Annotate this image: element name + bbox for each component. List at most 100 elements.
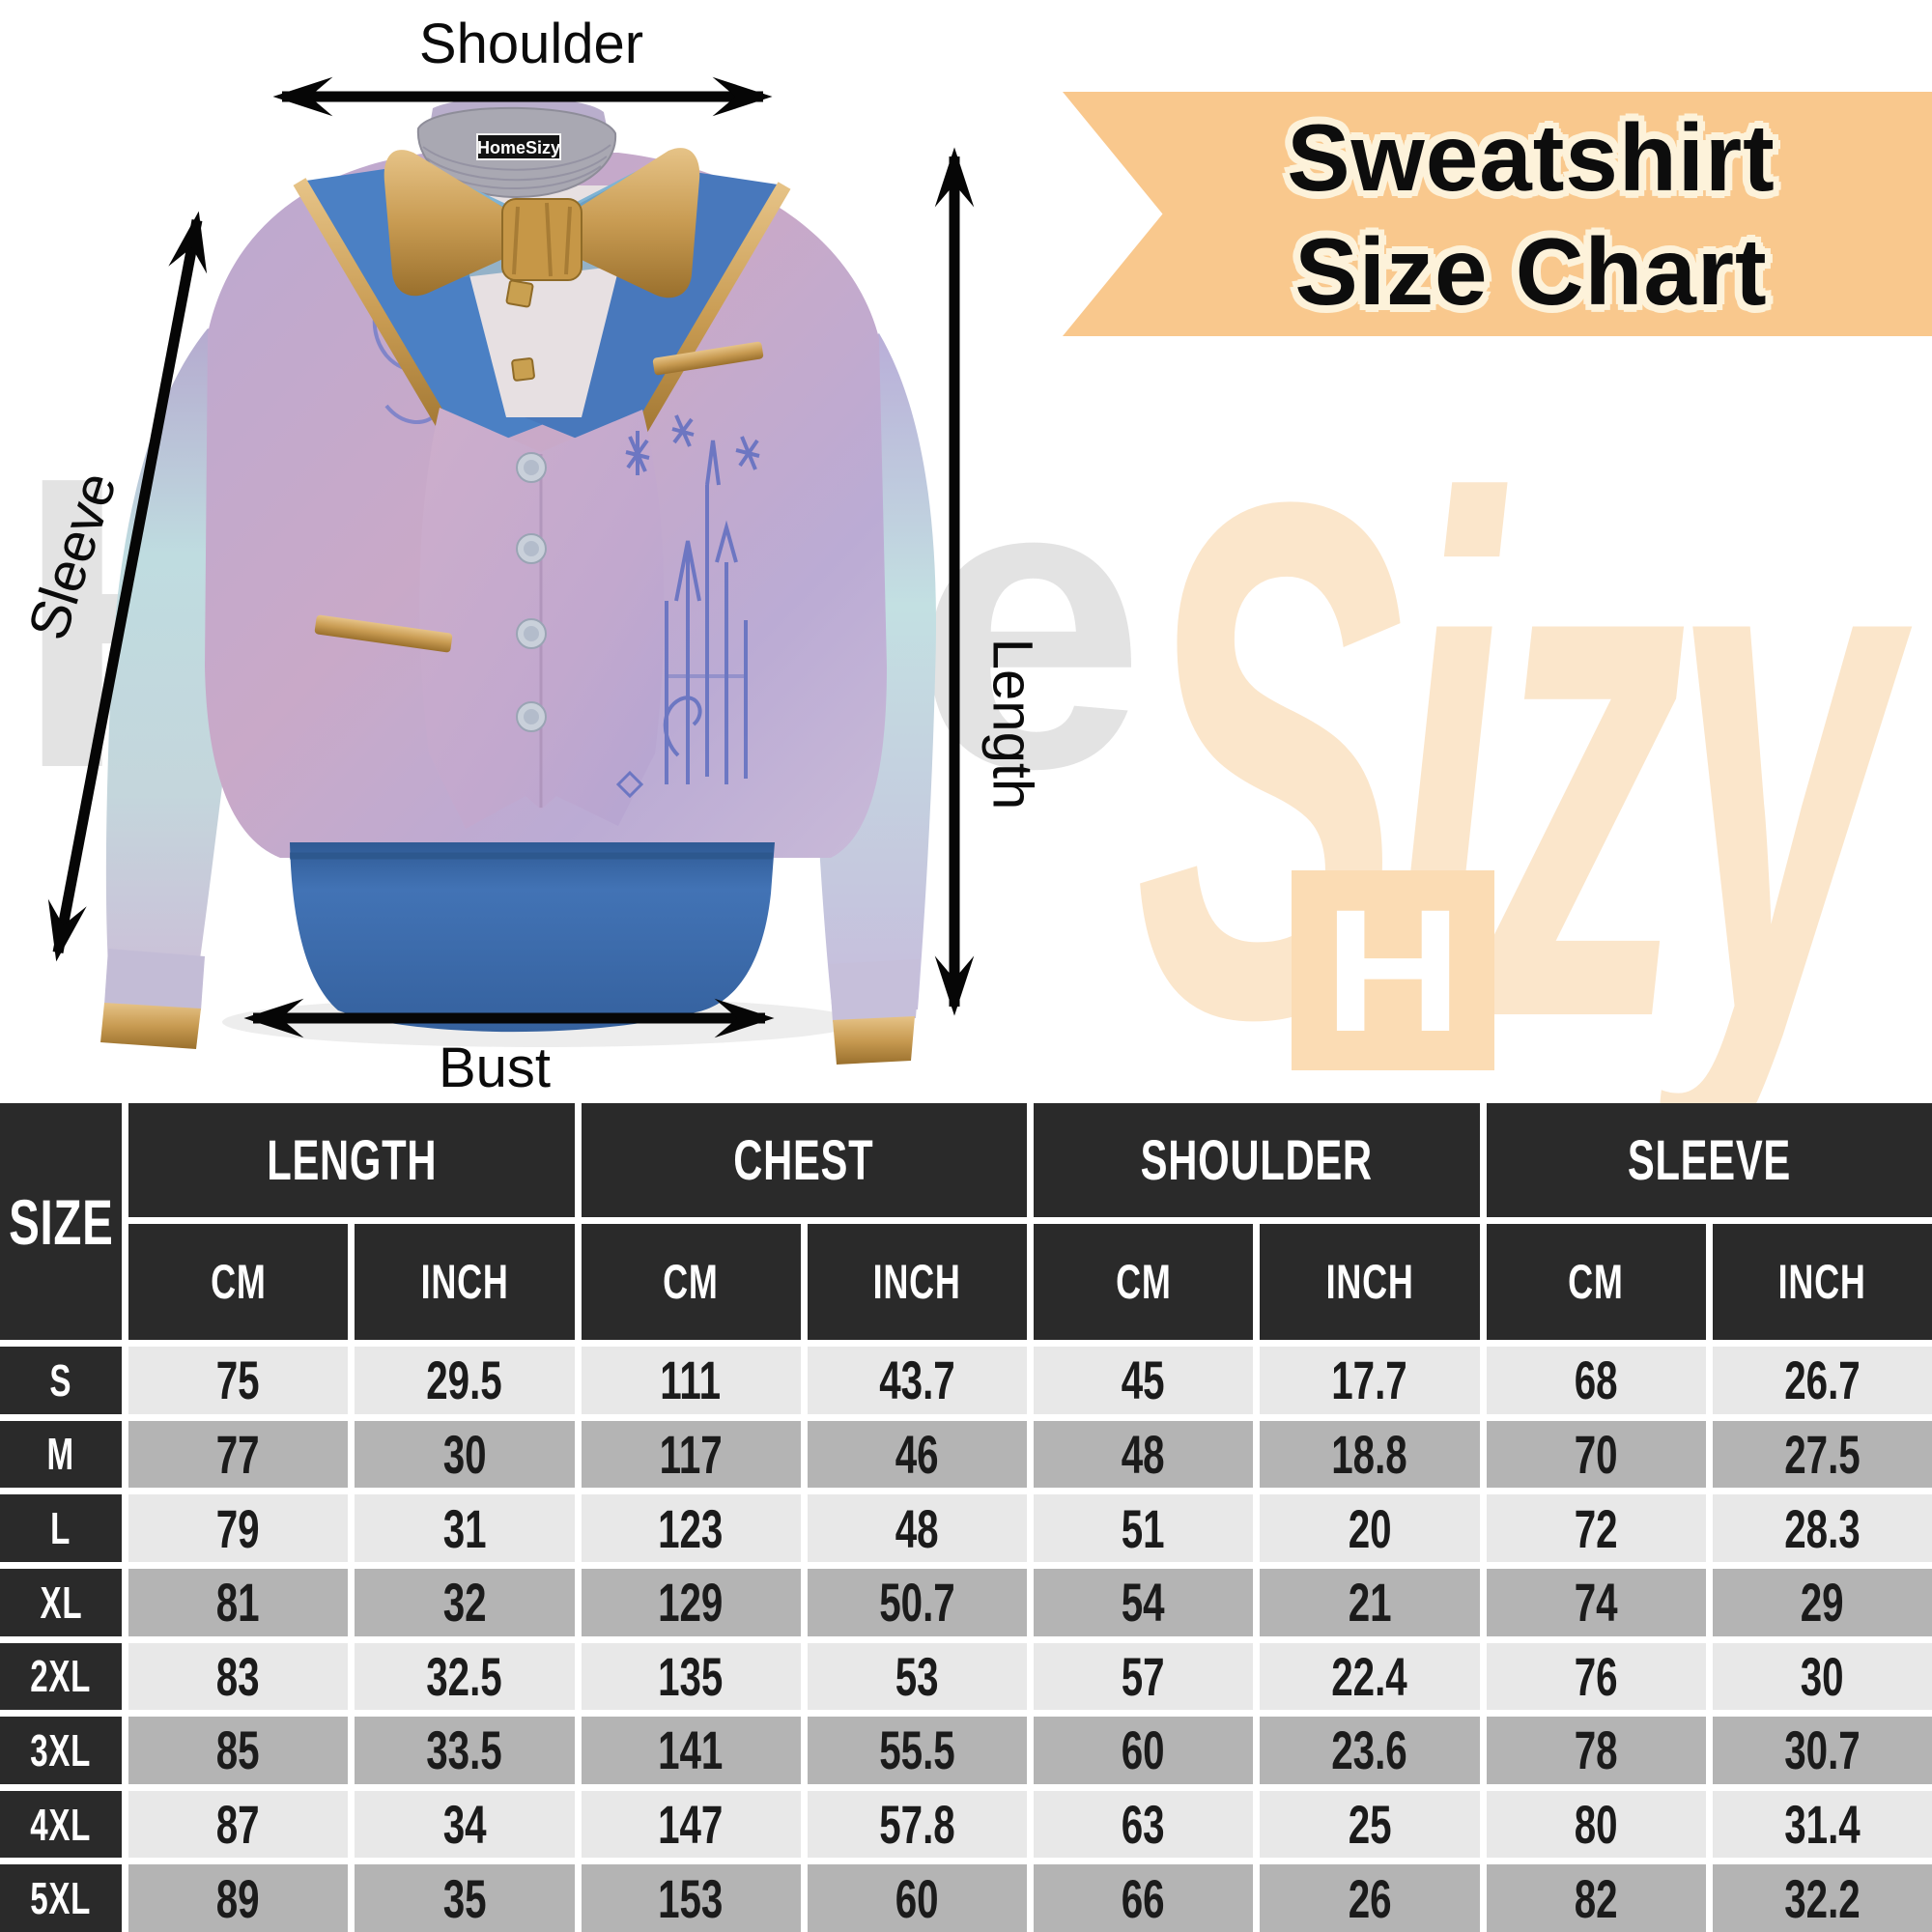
size-value-cell: 30: [1712, 1642, 1932, 1711]
size-value-cell: 18.8: [1260, 1420, 1480, 1489]
size-value-cell: 46: [807, 1420, 1027, 1489]
size-value-cell: 129: [581, 1568, 801, 1636]
size-row-label-2xl: 2XL: [0, 1642, 122, 1711]
size-value-cell: 54: [1034, 1568, 1254, 1636]
brand-logo: H: [1292, 870, 1494, 1070]
banner-title-line2: Size Chart: [1294, 217, 1768, 325]
size-value-cell: 35: [355, 1864, 575, 1932]
waistband: [290, 842, 775, 1033]
size-value-cell: 85: [128, 1717, 349, 1784]
size-value-cell: 34: [355, 1790, 575, 1859]
size-value-cell: 30: [355, 1420, 575, 1489]
placket-button-1: [505, 279, 534, 308]
length-label: Length: [980, 638, 1044, 810]
size-value-cell: 28.3: [1712, 1494, 1932, 1562]
placket-button-2: [511, 357, 535, 382]
size-corner-header: SIZE: [0, 1103, 122, 1340]
size-row-label-s: S: [0, 1347, 122, 1414]
size-value-cell: 32: [355, 1568, 575, 1636]
size-value-cell: 30.7: [1712, 1717, 1932, 1784]
size-value-cell: 23.6: [1260, 1717, 1480, 1784]
size-value-cell: 153: [581, 1864, 801, 1932]
brand-logo-letter: H: [1323, 872, 1463, 1068]
size-value-cell: 123: [581, 1494, 801, 1562]
size-value-cell: 83: [128, 1642, 349, 1711]
size-table: SIZE LENGTH CHEST SHOULDER SLEEVE CM INCH CM INC…: [0, 1103, 1932, 1932]
collar-tag-text: HomeSizy: [477, 138, 560, 157]
size-value-cell: 29: [1712, 1568, 1932, 1636]
size-value-cell: 66: [1034, 1864, 1254, 1932]
group-header-length: LENGTH: [128, 1103, 575, 1217]
right-lapel-trim: [617, 182, 791, 462]
size-value-cell: 27.5: [1712, 1420, 1932, 1489]
sweatshirt-illustration: HomeSizy: [47, 76, 975, 1065]
size-value-cell: 147: [581, 1790, 801, 1859]
size-value-cell: 32.2: [1712, 1864, 1932, 1932]
size-value-cell: 31: [355, 1494, 575, 1562]
size-value-cell: 51: [1034, 1494, 1254, 1562]
left-lapel-trim: [293, 178, 469, 460]
banner-title-line1: Sweatshirt: [1287, 103, 1776, 211]
unit-header: CM: [581, 1224, 801, 1340]
right-cuff-gold-tip: [833, 1016, 915, 1065]
size-value-cell: 17.7: [1260, 1347, 1480, 1414]
size-value-cell: 57.8: [807, 1790, 1027, 1859]
unit-header: INCH: [1260, 1224, 1480, 1340]
size-value-cell: 77: [128, 1420, 349, 1489]
shoulder-label: Shoulder: [418, 13, 644, 75]
size-value-cell: 135: [581, 1642, 801, 1711]
size-value-cell: 78: [1486, 1717, 1706, 1784]
size-value-cell: 63: [1034, 1790, 1254, 1859]
left-cuff-gold-tip: [100, 1003, 201, 1049]
size-value-cell: 72: [1486, 1494, 1706, 1562]
group-header-chest: CHEST: [581, 1103, 1027, 1217]
size-value-cell: 70: [1486, 1420, 1706, 1489]
size-value-cell: 31.4: [1712, 1790, 1932, 1859]
unit-header: CM: [128, 1224, 349, 1340]
title-banner: Sweatshirt Size Chart: [1063, 92, 1932, 336]
unit-header: INCH: [807, 1224, 1027, 1340]
size-value-cell: 57: [1034, 1642, 1254, 1711]
right-cuff: [829, 959, 920, 1022]
castle-doodle: [615, 414, 760, 799]
group-header-shoulder: SHOULDER: [1034, 1103, 1480, 1217]
size-value-cell: 60: [1034, 1717, 1254, 1784]
sleeve-arrow: [47, 211, 208, 962]
size-value-cell: 81: [128, 1568, 349, 1636]
size-value-cell: 89: [128, 1864, 349, 1932]
bow-tie: [384, 148, 700, 298]
size-value-cell: 141: [581, 1717, 801, 1784]
size-value-cell: 48: [807, 1494, 1027, 1562]
size-value-cell: 32.5: [355, 1642, 575, 1711]
size-value-cell: 80: [1486, 1790, 1706, 1859]
size-row-label-l: L: [0, 1494, 122, 1562]
size-value-cell: 26: [1260, 1864, 1480, 1932]
size-value-cell: 55.5: [807, 1717, 1027, 1784]
group-header-sleeve: SLEEVE: [1486, 1103, 1932, 1217]
size-value-cell: 79: [128, 1494, 349, 1562]
size-value-cell: 26.7: [1712, 1347, 1932, 1414]
size-value-cell: 22.4: [1260, 1642, 1480, 1711]
size-value-cell: 45: [1034, 1347, 1254, 1414]
size-row-label-m: M: [0, 1420, 122, 1489]
vest-buttons: [516, 452, 547, 732]
size-row-label-4xl: 4XL: [0, 1790, 122, 1859]
size-value-cell: 76: [1486, 1642, 1706, 1711]
size-value-cell: 50.7: [807, 1568, 1027, 1636]
size-row-label-xl: XL: [0, 1568, 122, 1636]
bust-label: Bust: [438, 1037, 552, 1099]
size-value-cell: 21: [1260, 1568, 1480, 1636]
size-row-label-3xl: 3XL: [0, 1717, 122, 1784]
collar-tag: [476, 133, 561, 160]
left-cuff: [104, 949, 205, 1010]
size-value-cell: 25: [1260, 1790, 1480, 1859]
size-value-cell: 68: [1486, 1347, 1706, 1414]
size-value-cell: 33.5: [355, 1717, 575, 1784]
size-value-cell: 20: [1260, 1494, 1480, 1562]
unit-header: CM: [1486, 1224, 1706, 1340]
left-pocket-trim: [314, 614, 453, 653]
unit-header: CM: [1034, 1224, 1254, 1340]
size-value-cell: 111: [581, 1347, 801, 1414]
size-value-cell: 43.7: [807, 1347, 1027, 1414]
